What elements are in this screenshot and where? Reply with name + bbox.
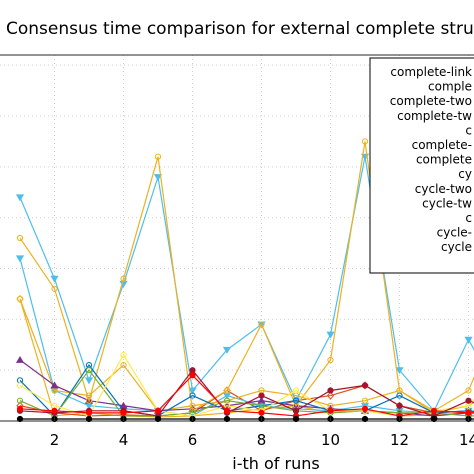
legend-entry-label: complete-tw	[397, 109, 472, 123]
legend-box	[369, 57, 474, 274]
data-point	[292, 407, 300, 414]
legend-entry-label: complete-	[412, 138, 472, 152]
data-point	[85, 415, 93, 423]
data-point	[465, 387, 472, 394]
data-point	[258, 409, 265, 416]
x-tick-label: 12	[390, 431, 409, 449]
data-point	[258, 392, 265, 399]
data-point	[327, 407, 334, 414]
x-axis-label: i-th of runs	[232, 454, 319, 473]
data-point	[15, 194, 25, 202]
data-point	[15, 356, 25, 363]
legend-entry-label: complete-link	[390, 65, 472, 79]
data-point	[188, 387, 197, 395]
axes	[0, 54, 474, 422]
series-11	[16, 367, 474, 420]
legend-entry-label: cycle	[441, 240, 472, 254]
legend-entry-label: cy	[458, 167, 472, 181]
data-point	[189, 372, 196, 379]
data-point	[16, 295, 24, 303]
x-tick-label: 10	[321, 431, 340, 449]
series-line	[19, 374, 474, 417]
legend-entry-label: c	[465, 123, 472, 137]
data-point	[154, 153, 162, 160]
data-point	[16, 382, 24, 389]
series-line	[19, 156, 474, 412]
data-point	[361, 382, 369, 389]
data-point	[154, 407, 162, 414]
data-point	[327, 356, 334, 364]
data-point	[51, 407, 58, 414]
data-point	[153, 174, 163, 181]
data-point	[50, 381, 59, 389]
data-point	[430, 415, 438, 423]
data-point	[120, 361, 127, 369]
data-point	[189, 392, 196, 399]
x-tick-label: 4	[119, 431, 129, 449]
data-point	[85, 409, 93, 416]
data-point	[430, 407, 438, 414]
data-point	[292, 415, 300, 423]
data-point	[85, 397, 93, 404]
data-point	[15, 255, 25, 263]
data-point	[292, 387, 300, 394]
x-tick-label: 6	[188, 431, 198, 449]
data-point	[16, 415, 24, 423]
series-line	[19, 369, 474, 417]
series-12	[16, 372, 474, 420]
data-point	[120, 409, 127, 416]
legend-entry-label: cycle-two	[415, 182, 472, 196]
legend-entry-label: cycle-tw	[422, 196, 472, 210]
data-point	[16, 397, 24, 404]
data-point	[222, 346, 232, 354]
data-point	[292, 397, 300, 404]
legend-entry-label: comple	[428, 80, 472, 94]
series-layer	[15, 138, 474, 423]
data-point	[464, 336, 473, 344]
data-point	[120, 275, 127, 282]
data-point	[50, 275, 59, 283]
legend-entry-label: cycle-	[437, 226, 472, 240]
data-point	[223, 387, 231, 394]
data-point	[361, 397, 369, 404]
data-point	[326, 391, 335, 400]
data-point	[396, 392, 403, 399]
x-tick-labels: 2 4 6 8 10 12 14	[50, 416, 474, 449]
data-point	[326, 331, 335, 339]
legend-entry-label: complete-two	[390, 94, 472, 108]
data-point	[327, 387, 334, 394]
series-line	[19, 141, 474, 412]
data-point	[120, 351, 127, 359]
data-point	[223, 407, 231, 414]
chart-title: Consensus time comparison for external c…	[6, 19, 474, 39]
data-point	[189, 367, 196, 374]
x-tick-label: 14	[459, 431, 474, 449]
data-point	[258, 321, 265, 328]
series-line	[19, 369, 474, 417]
x-tick-label: 2	[50, 431, 60, 449]
legend-entry-label: c	[465, 211, 472, 225]
data-point	[465, 409, 472, 416]
data-point	[361, 405, 369, 412]
data-point	[16, 234, 24, 242]
data-point	[465, 397, 472, 404]
data-point	[361, 415, 369, 423]
data-point	[154, 415, 162, 423]
legend-entries: complete-linkcomplecomplete-twocomplete-…	[390, 65, 472, 254]
data-point	[16, 405, 24, 412]
x-tick-label: 8	[257, 431, 267, 449]
legend: complete-linkcomplecomplete-twocomplete-…	[369, 57, 474, 274]
data-point	[85, 367, 93, 374]
legend-entry-label: complete	[416, 153, 472, 167]
data-point	[51, 285, 58, 292]
data-point	[396, 402, 403, 409]
data-point	[361, 138, 369, 145]
series-line	[19, 298, 474, 414]
data-point	[395, 367, 404, 375]
data-point	[223, 415, 231, 423]
data-point	[84, 377, 94, 385]
